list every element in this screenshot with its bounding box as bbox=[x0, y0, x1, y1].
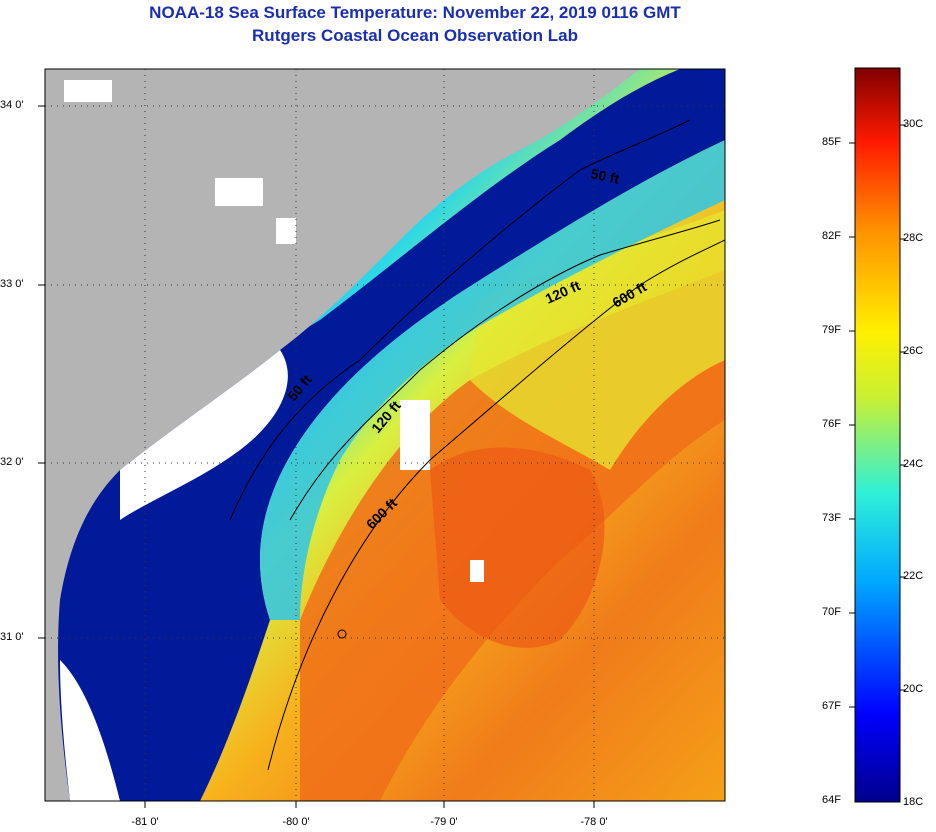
cloud-patch bbox=[215, 178, 263, 206]
colorbar-label-celsius: 26C bbox=[903, 345, 924, 357]
station-marker bbox=[337, 629, 347, 639]
colorbar-label-celsius: 18C bbox=[903, 796, 924, 808]
cloud-patch bbox=[60, 660, 120, 801]
lat-tick-label: 31 0' bbox=[0, 631, 24, 643]
nearshore-cold-water bbox=[45, 69, 725, 801]
colorbar-label-fahrenheit: 70F bbox=[822, 606, 841, 618]
land-area bbox=[45, 69, 640, 801]
graticule bbox=[45, 69, 725, 801]
cloud-patch bbox=[276, 218, 296, 244]
lon-tick-label: -78 0' bbox=[580, 816, 608, 828]
cloud-patch bbox=[470, 560, 484, 582]
colorbar-label-celsius: 28C bbox=[903, 232, 924, 244]
map-title: NOAA-18 Sea Surface Temperature: Novembe… bbox=[149, 3, 681, 22]
colorbar-label-celsius: 30C bbox=[903, 118, 924, 130]
contour-600ft bbox=[267, 239, 725, 771]
map-subtitle: Rutgers Coastal Ocean Observation Lab bbox=[252, 26, 578, 45]
contour-120ft bbox=[289, 219, 721, 521]
lat-tick-label: 34 0' bbox=[0, 99, 24, 111]
cloud-patch bbox=[64, 80, 112, 102]
lon-tick-label: -80 0' bbox=[282, 816, 310, 828]
map-frame bbox=[44, 68, 726, 802]
cyan-transition-band bbox=[260, 140, 725, 620]
colorbar-label-fahrenheit: 79F bbox=[822, 324, 841, 336]
lon-tick-label: -79 0' bbox=[430, 816, 458, 828]
warm-core bbox=[430, 447, 605, 648]
colorbar-label-celsius: 24C bbox=[903, 458, 924, 470]
lon-tick-label: -81 0' bbox=[131, 816, 159, 828]
depth-contours bbox=[229, 119, 725, 771]
colorbar-label-fahrenheit: 85F bbox=[822, 136, 841, 148]
colorbar-label-celsius: 22C bbox=[903, 570, 924, 582]
colorbar-label-fahrenheit: 82F bbox=[822, 230, 841, 242]
colorbar-ticks bbox=[849, 124, 906, 708]
offshore-yellow-region bbox=[470, 210, 725, 470]
colorbar-label-fahrenheit: 73F bbox=[822, 512, 841, 524]
contour-label-50ft: 50 ft bbox=[589, 165, 621, 187]
contour-50ft bbox=[229, 119, 691, 521]
colorbar-label-fahrenheit: 64F bbox=[822, 794, 841, 806]
colorbar-label-fahrenheit: 76F bbox=[822, 418, 841, 430]
colorbar-label-celsius: 20C bbox=[903, 683, 924, 695]
colorbar bbox=[854, 67, 901, 803]
cloud-patch bbox=[400, 400, 430, 470]
cloud-patch bbox=[120, 350, 288, 520]
lat-tick-label: 32 0' bbox=[0, 456, 24, 468]
axis-ticks bbox=[38, 105, 595, 808]
colorbar-label-fahrenheit: 67F bbox=[822, 700, 841, 712]
lat-tick-label: 33 0' bbox=[0, 278, 24, 290]
